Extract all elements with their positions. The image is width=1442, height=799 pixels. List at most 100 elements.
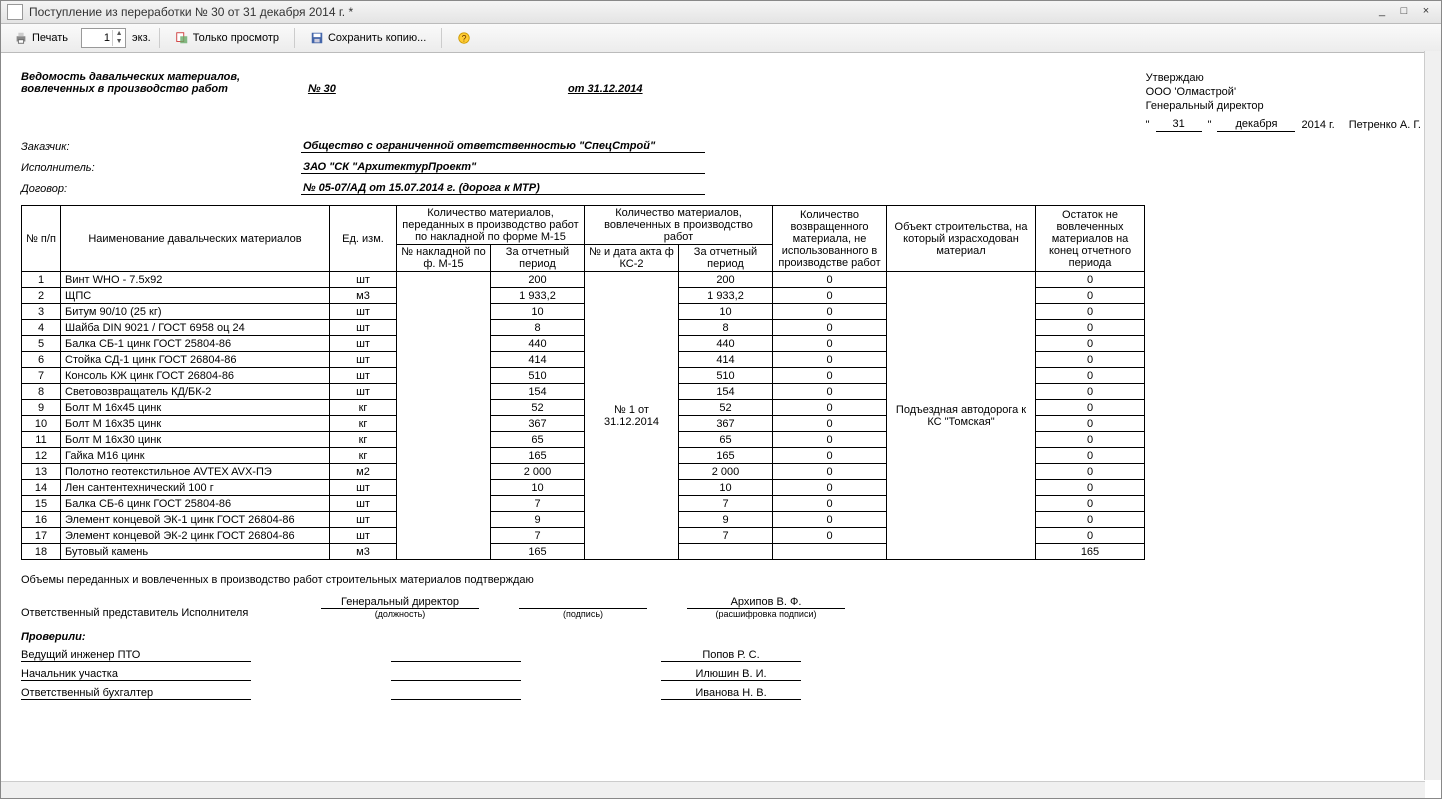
table-row: 1Винт WHO - 7.5x92шт200№ 1 от 31.12.2014… bbox=[22, 272, 1145, 288]
cell-u: кг bbox=[330, 400, 397, 416]
cell-involved: 10 bbox=[679, 304, 773, 320]
check-signature bbox=[391, 699, 521, 700]
cell-n: 1 bbox=[22, 272, 61, 288]
cell-involved: 52 bbox=[679, 400, 773, 416]
document-icon bbox=[7, 4, 23, 20]
document-content: Ведомость давальческих материалов, вовле… bbox=[1, 53, 1441, 798]
copies-down[interactable]: ▼ bbox=[113, 38, 125, 46]
cell-involved: 510 bbox=[679, 368, 773, 384]
cell-returned: 0 bbox=[773, 288, 887, 304]
cell-involved: 165 bbox=[679, 448, 773, 464]
rep-position: Генеральный директор bbox=[321, 596, 479, 609]
minimize-button[interactable]: _ bbox=[1373, 5, 1391, 19]
cell-u: кг bbox=[330, 432, 397, 448]
copies-stepper[interactable]: ▲▼ bbox=[81, 28, 126, 48]
doc-number: № 30 bbox=[308, 83, 388, 95]
cell-act: № 1 от 31.12.2014 bbox=[585, 272, 679, 560]
approve-label: Утверждаю bbox=[1146, 71, 1421, 85]
col-remainder: Остаток не вовлеченных материалов на кон… bbox=[1036, 206, 1145, 272]
maximize-button[interactable]: □ bbox=[1395, 5, 1413, 19]
cell-n: 14 bbox=[22, 480, 61, 496]
cell-involved: 65 bbox=[679, 432, 773, 448]
cell-returned: 0 bbox=[773, 336, 887, 352]
contractor-value: ЗАО "СК "АрхитектурПроект" bbox=[301, 161, 705, 174]
contractor-label: Исполнитель: bbox=[21, 162, 301, 174]
copies-input[interactable] bbox=[82, 32, 112, 44]
copies-up[interactable]: ▲ bbox=[113, 30, 125, 38]
preview-button[interactable]: Только просмотр bbox=[168, 28, 286, 48]
horizontal-scrollbar[interactable] bbox=[1, 781, 1425, 798]
col-act-no: № и дата акта ф КС-2 bbox=[585, 245, 679, 272]
printer-icon bbox=[14, 31, 28, 45]
cell-remainder: 0 bbox=[1036, 464, 1145, 480]
cell-returned: 0 bbox=[773, 272, 887, 288]
col-group-involved: Количество материалов, вовлеченных в про… bbox=[585, 206, 773, 245]
cell-remainder: 0 bbox=[1036, 432, 1145, 448]
cell-u: кг bbox=[330, 448, 397, 464]
approve-org: ООО 'Олмастрой' bbox=[1146, 85, 1421, 99]
cell-returned: 0 bbox=[773, 400, 887, 416]
cell-n: 13 bbox=[22, 464, 61, 480]
cell-involved: 2 000 bbox=[679, 464, 773, 480]
cell-involved: 8 bbox=[679, 320, 773, 336]
svg-text:?: ? bbox=[462, 34, 467, 44]
confirm-text: Объемы переданных и вовлеченных в произв… bbox=[21, 574, 1421, 586]
cell-returned: 0 bbox=[773, 368, 887, 384]
cell-n: 10 bbox=[22, 416, 61, 432]
vertical-scrollbar[interactable] bbox=[1424, 51, 1441, 780]
cell-returned: 0 bbox=[773, 528, 887, 544]
check-row: Ответственный бухгалтер Иванова Н. В. bbox=[21, 687, 1421, 700]
rep-name: Архипов В. Ф. bbox=[687, 596, 845, 609]
col-returned: Количество возвращенного материала, не и… bbox=[773, 206, 887, 272]
cell-object: Подъездная автодорога к КС "Томская" bbox=[887, 272, 1036, 560]
check-role: Начальник участка bbox=[21, 668, 251, 681]
cell-transferred: 440 bbox=[491, 336, 585, 352]
check-role: Ответственный бухгалтер bbox=[21, 687, 251, 700]
cell-name: ЩПС bbox=[61, 288, 330, 304]
print-button[interactable]: Печать bbox=[7, 28, 75, 48]
col-no: № п/п bbox=[22, 206, 61, 272]
cell-n: 9 bbox=[22, 400, 61, 416]
cell-n: 8 bbox=[22, 384, 61, 400]
cell-u: шт bbox=[330, 512, 397, 528]
cell-name: Стойка СД-1 цинк ГОСТ 26804-86 bbox=[61, 352, 330, 368]
check-person: Иванова Н. В. bbox=[661, 687, 801, 700]
close-button[interactable]: × bbox=[1417, 5, 1435, 19]
cell-u: шт bbox=[330, 304, 397, 320]
cell-returned: 0 bbox=[773, 448, 887, 464]
approve-name: Петренко А. Г. bbox=[1349, 118, 1421, 132]
check-signature bbox=[391, 680, 521, 681]
cell-involved: 414 bbox=[679, 352, 773, 368]
doc-title-line1: Ведомость давальческих материалов, bbox=[21, 71, 643, 83]
cell-transferred: 7 bbox=[491, 528, 585, 544]
col-object: Объект строительства, на который израсхо… bbox=[887, 206, 1036, 272]
cell-remainder: 0 bbox=[1036, 416, 1145, 432]
cell-transferred: 2 000 bbox=[491, 464, 585, 480]
cell-transferred: 10 bbox=[491, 480, 585, 496]
cell-involved: 1 933,2 bbox=[679, 288, 773, 304]
save-copy-button[interactable]: Сохранить копию... bbox=[303, 28, 433, 48]
cell-n: 16 bbox=[22, 512, 61, 528]
cell-remainder: 0 bbox=[1036, 480, 1145, 496]
cell-name: Болт М 16х45 цинк bbox=[61, 400, 330, 416]
cell-u: м2 bbox=[330, 464, 397, 480]
rep-label: Ответственный представитель Исполнителя bbox=[21, 607, 281, 619]
cell-remainder: 0 bbox=[1036, 496, 1145, 512]
cell-transferred: 510 bbox=[491, 368, 585, 384]
cell-name: Винт WHO - 7.5x92 bbox=[61, 272, 330, 288]
cell-transferred: 154 bbox=[491, 384, 585, 400]
cell-n: 3 bbox=[22, 304, 61, 320]
help-button[interactable]: ? bbox=[450, 28, 478, 48]
cell-name: Полотно геотекстильное AVTEX AVX-ПЭ bbox=[61, 464, 330, 480]
check-person: Илюшин В. И. bbox=[661, 668, 801, 681]
check-row: Начальник участка Илюшин В. И. bbox=[21, 668, 1421, 681]
cell-name: Шайба DIN 9021 / ГОСТ 6958 оц 24 bbox=[61, 320, 330, 336]
cell-u: шт bbox=[330, 272, 397, 288]
cell-remainder: 0 bbox=[1036, 384, 1145, 400]
cell-u: шт bbox=[330, 480, 397, 496]
cell-u: шт bbox=[330, 496, 397, 512]
cell-n: 12 bbox=[22, 448, 61, 464]
cell-n: 6 bbox=[22, 352, 61, 368]
check-person: Попов Р. С. bbox=[661, 649, 801, 662]
cell-transferred: 52 bbox=[491, 400, 585, 416]
